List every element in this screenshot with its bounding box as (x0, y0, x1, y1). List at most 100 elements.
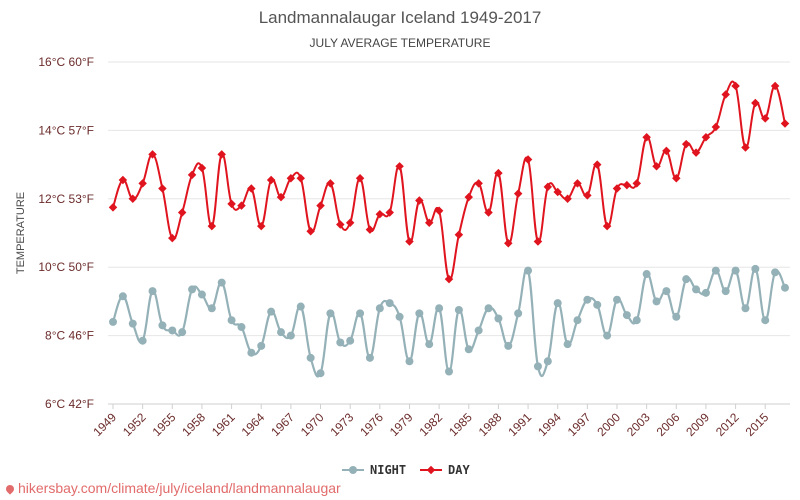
night-point (494, 314, 503, 323)
day-point (345, 218, 355, 227)
night-point (395, 312, 404, 321)
day-point (484, 208, 493, 217)
night-point (652, 297, 661, 306)
day-point (632, 179, 642, 188)
night-point (751, 264, 760, 273)
night-point (326, 309, 335, 318)
night-point (701, 288, 710, 297)
night-point (109, 317, 117, 326)
legend-marker-day (426, 465, 436, 475)
night-point (711, 266, 720, 275)
night-point (662, 287, 671, 296)
legend-marker-night (349, 466, 357, 474)
day-point (336, 220, 345, 229)
x-tick-label: 1976 (357, 410, 386, 439)
night-point (207, 304, 216, 313)
x-tick-label: 1970 (298, 410, 327, 439)
night-point (524, 266, 533, 275)
day-point (424, 218, 434, 227)
day-point (256, 221, 266, 231)
day-point (385, 208, 394, 217)
night-point (543, 357, 552, 366)
day-point (454, 230, 464, 239)
night-point (178, 328, 187, 337)
night-point (464, 345, 473, 354)
day-point (355, 174, 365, 183)
night-point (692, 285, 701, 294)
day-point (148, 150, 157, 159)
day-point (444, 274, 454, 284)
day-point (128, 194, 138, 204)
x-tick-label: 2009 (683, 410, 712, 439)
x-tick-label: 1949 (90, 410, 119, 439)
day-point (513, 189, 523, 198)
day-point (405, 237, 414, 246)
night-point (237, 323, 246, 332)
chart-subtitle: JULY AVERAGE TEMPERATURE (309, 36, 491, 50)
day-point (187, 170, 197, 180)
x-tick-label: 1991 (505, 410, 534, 439)
day-point (523, 155, 533, 164)
night-point (504, 341, 513, 350)
night-point (346, 336, 355, 345)
day-point (780, 119, 790, 128)
night-point (148, 287, 157, 296)
night-point (672, 312, 681, 321)
y-tick-label: 6°C 42°F (45, 397, 94, 411)
watermark-text: hikersbay.com/climate/july/iceland/landm… (18, 480, 341, 496)
day-point (227, 199, 236, 209)
x-tick-label: 2006 (654, 410, 683, 439)
night-point (613, 295, 621, 304)
series-line-night (111, 267, 786, 378)
night-point (593, 300, 602, 309)
night-point (405, 357, 414, 366)
day-point (415, 196, 424, 205)
day-point (504, 239, 513, 248)
night-point (563, 340, 572, 349)
day-point (306, 227, 315, 236)
day-point (247, 184, 256, 193)
night-point (257, 341, 266, 350)
day-point (464, 192, 474, 202)
night-point (188, 285, 197, 294)
location-pin-icon (4, 483, 16, 495)
night-point (385, 299, 394, 308)
day-point (286, 174, 296, 183)
night-point (731, 266, 740, 275)
night-point (158, 321, 167, 330)
night-point (622, 311, 631, 320)
night-point (553, 299, 562, 308)
day-point (158, 184, 167, 193)
x-tick-label: 1979 (387, 410, 416, 439)
y-axis-label: TEMPERATURE (15, 192, 27, 274)
y-tick-label: 8°C 46°F (45, 329, 94, 343)
y-tick-label: 10°C 50°F (38, 260, 94, 274)
y-tick-label: 12°C 53°F (38, 192, 94, 206)
night-point (247, 348, 256, 357)
y-tick-label: 16°C 60°F (38, 55, 94, 69)
watermark[interactable]: hikersbay.com/climate/july/iceland/landm… (4, 480, 341, 496)
night-point (781, 283, 789, 292)
day-point (681, 139, 691, 149)
day-point (731, 81, 740, 91)
x-tick-label: 1955 (150, 410, 179, 439)
night-point (454, 305, 463, 314)
night-point (761, 316, 770, 325)
night-point (306, 353, 315, 362)
night-point (415, 309, 424, 318)
day-point (266, 175, 276, 185)
x-tick-label: 1988 (476, 410, 505, 439)
x-tick-label: 1952 (120, 410, 149, 439)
night-point (642, 270, 651, 279)
day-point (177, 208, 187, 217)
day-point (474, 179, 483, 188)
day-point (375, 209, 385, 219)
x-tick-label: 1997 (565, 410, 594, 439)
night-point (365, 353, 374, 362)
night-point (445, 367, 453, 376)
night-point (583, 295, 592, 304)
x-tick-label: 1958 (179, 410, 208, 439)
night-point (682, 275, 691, 284)
x-tick-label: 1967 (268, 410, 297, 439)
night-point (128, 319, 137, 328)
